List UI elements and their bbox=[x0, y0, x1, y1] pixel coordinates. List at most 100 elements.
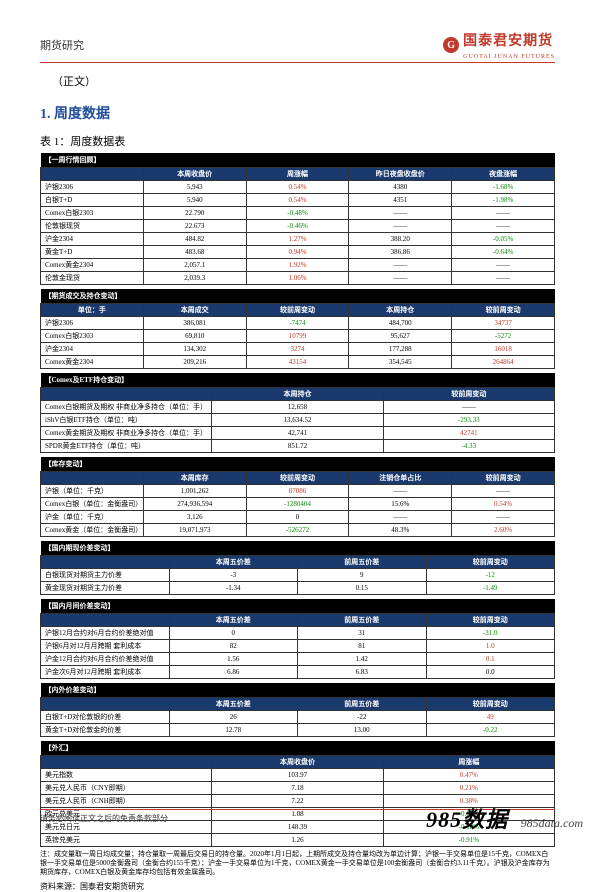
data-source: 资料来源：国泰君安期货研究 bbox=[40, 881, 555, 892]
cell: 42,741 bbox=[212, 427, 383, 440]
col-head bbox=[41, 556, 170, 569]
col-head: 本周成交 bbox=[143, 304, 246, 317]
cell: 16018 bbox=[452, 343, 555, 356]
col-head: 周涨幅 bbox=[246, 168, 349, 181]
cell: —— bbox=[452, 220, 555, 233]
cell: 43154 bbox=[246, 356, 349, 369]
col-head: 昨日夜盘收盘价 bbox=[349, 168, 452, 181]
cell: 6.83 bbox=[298, 666, 427, 679]
group-head: 【一周行情回顾】 bbox=[41, 153, 555, 168]
cell: —— bbox=[452, 511, 555, 524]
cell: —— bbox=[452, 207, 555, 220]
table-row: 白银现货对期货主力价差-39-12 bbox=[41, 569, 555, 582]
cell: —— bbox=[349, 485, 452, 498]
cell: 7.22 bbox=[212, 795, 383, 808]
col-head: 前周五价差 bbox=[298, 698, 427, 711]
cell: 沪金2304 bbox=[41, 343, 144, 356]
cell: Comex白银2303 bbox=[41, 207, 144, 220]
cell: 0.54% bbox=[246, 194, 349, 207]
col-head: 较前周变动 bbox=[426, 614, 555, 627]
cell: 7.18 bbox=[212, 782, 383, 795]
table-row: Comex白银（单位：金衡盎司）274,936,594-128040415.6%… bbox=[41, 498, 555, 511]
cell: —— bbox=[452, 485, 555, 498]
cell: 1.42 bbox=[298, 653, 427, 666]
cell: —— bbox=[349, 272, 452, 285]
col-head: 本周库存 bbox=[143, 472, 246, 485]
table-row: 沪金12月合约对6月合约价差绝对值1.561.420.1 bbox=[41, 653, 555, 666]
cell: 19,071,973 bbox=[143, 524, 246, 537]
col-head bbox=[41, 388, 212, 401]
header-right: G 国泰君安期货 GUOTAI JUNAN FUTURES bbox=[443, 30, 555, 60]
cell: 沪银2306 bbox=[41, 181, 144, 194]
table-row: iShV白银ETF持仓（单位：吨）13,634.52-293.33 bbox=[41, 414, 555, 427]
table-etf: 【Comex及ETF持仓变动】 本周持仓较前周变动 Comex白银期货及期权 非… bbox=[40, 373, 555, 453]
col-head bbox=[41, 756, 212, 769]
table-row: 沪金（单位：千克）3,1260———— bbox=[41, 511, 555, 524]
table-row: Comex黄金（单位：金衡盎司）19,071,973-52627248.3%2.… bbox=[41, 524, 555, 537]
table-note: 注：成交量取一周日均成交量；持仓量取一周最后交易日的持仓量。2020年1月1日起… bbox=[40, 850, 555, 877]
col-head: 前周五价差 bbox=[298, 556, 427, 569]
cell: 81 bbox=[298, 640, 427, 653]
table-month-spread: 【国内月间价差变动】 本周五价差前周五价差较前周变动 沪银12月合约对6月合约价… bbox=[40, 599, 555, 679]
col-head: 注销仓单占比 bbox=[349, 472, 452, 485]
cell: 134,302 bbox=[143, 343, 246, 356]
col-head: 单位：手 bbox=[41, 304, 144, 317]
cell: —— bbox=[349, 259, 452, 272]
cell: 3274 bbox=[246, 343, 349, 356]
cell: 2,039.3 bbox=[143, 272, 246, 285]
table-row: 沪金2304484.821.27%388.20-0.05% bbox=[41, 233, 555, 246]
cell: Comex白银（单位：金衡盎司） bbox=[41, 498, 144, 511]
cell: -4.33 bbox=[383, 440, 554, 453]
col-head: 较前周变动 bbox=[246, 304, 349, 317]
cell: 87086 bbox=[246, 485, 349, 498]
cell: -7474 bbox=[246, 317, 349, 330]
cell: 0 bbox=[246, 511, 349, 524]
cell: 95,627 bbox=[349, 330, 452, 343]
table-row: Comex白银230322.790-0.48%———— bbox=[41, 207, 555, 220]
cell: —— bbox=[349, 207, 452, 220]
cell: -31.0 bbox=[426, 627, 555, 640]
cell: -1.49 bbox=[426, 582, 555, 595]
group-head: 【期货成交及持仓变动】 bbox=[41, 289, 555, 304]
group-head: 【国内月间价差变动】 bbox=[41, 599, 555, 614]
cell: -0.46% bbox=[246, 220, 349, 233]
cell: 69,810 bbox=[143, 330, 246, 343]
col-head: 较前周变动 bbox=[246, 472, 349, 485]
col-head: 较前周变动 bbox=[426, 698, 555, 711]
cell: 13.00 bbox=[298, 724, 427, 737]
cell: 美元指数 bbox=[41, 769, 212, 782]
cell: 6.86 bbox=[169, 666, 298, 679]
cell: 274,936,594 bbox=[143, 498, 246, 511]
cell: 48.3% bbox=[349, 524, 452, 537]
col-head: 较前周变动 bbox=[452, 472, 555, 485]
table-row: Comex黄金2304209,21643154354,545264864 bbox=[41, 356, 555, 369]
cell: 沪金12月合约对6月合约价差绝对值 bbox=[41, 653, 170, 666]
table-market-review: 【一周行情回顾】 本周收盘价周涨幅昨日夜盘收盘价夜盘涨幅 沪银23065,943… bbox=[40, 153, 555, 285]
col-head: 前周五价差 bbox=[298, 614, 427, 627]
cell: 354,545 bbox=[349, 356, 452, 369]
table-row: 沪银6月对12月月跨期 套利成本82811.0 bbox=[41, 640, 555, 653]
watermark-text: 985数据 bbox=[426, 807, 508, 832]
cell: —— bbox=[383, 401, 554, 414]
table-row: Comex白银230369,8101079995,627-5272 bbox=[41, 330, 555, 343]
col-head: 夜盘涨幅 bbox=[452, 168, 555, 181]
cell: 沪银2306 bbox=[41, 317, 144, 330]
cell: -1.34 bbox=[169, 582, 298, 595]
col-head bbox=[41, 614, 170, 627]
group-head: 【国内期现价差变动】 bbox=[41, 541, 555, 556]
cell: -1280404 bbox=[246, 498, 349, 511]
cell: 851.72 bbox=[212, 440, 383, 453]
cell: 5,940 bbox=[143, 194, 246, 207]
cell: 386.86 bbox=[349, 246, 452, 259]
table-spot-spread: 【国内期现价差变动】 本周五价差前周五价差较前周变动 白银现货对期货主力价差-3… bbox=[40, 541, 555, 595]
cell: 沪银6月对12月月跨期 套利成本 bbox=[41, 640, 170, 653]
cell: 黄金T+D对伦敦金的价差 bbox=[41, 724, 170, 737]
cell: 0.0 bbox=[426, 666, 555, 679]
cell: 沪银12月合约对6月合约价差绝对值 bbox=[41, 627, 170, 640]
table-row: 白银T+D对伦敦银的价差26-2249 bbox=[41, 711, 555, 724]
watermark-url: 985data.com bbox=[521, 816, 583, 830]
table-row: Comex黄金23042,057.11.92%———— bbox=[41, 259, 555, 272]
cell: 0.94% bbox=[246, 246, 349, 259]
cell: 483.68 bbox=[143, 246, 246, 259]
cell: 0.15 bbox=[298, 582, 427, 595]
